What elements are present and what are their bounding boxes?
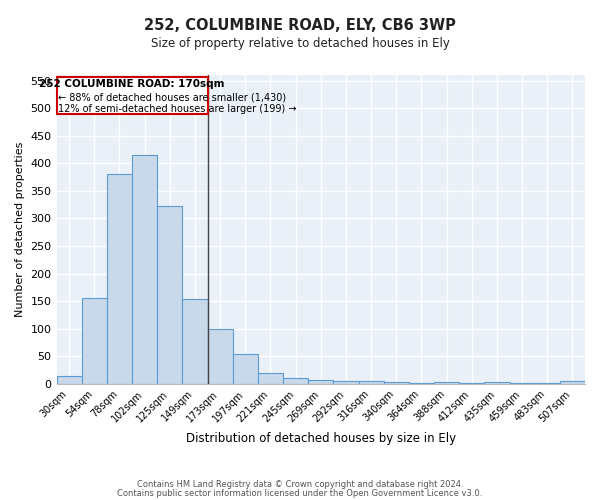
Bar bbox=[334, 381, 359, 384]
Text: Size of property relative to detached houses in Ely: Size of property relative to detached ho… bbox=[151, 38, 449, 51]
Text: Contains public sector information licensed under the Open Government Licence v3: Contains public sector information licen… bbox=[118, 489, 482, 498]
Bar bbox=[308, 380, 334, 384]
Bar bbox=[434, 382, 459, 384]
Bar bbox=[182, 300, 208, 384]
Text: 252, COLUMBINE ROAD, ELY, CB6 3WP: 252, COLUMBINE ROAD, ELY, CB6 3WP bbox=[144, 18, 456, 32]
Bar bbox=[283, 378, 308, 384]
Bar bbox=[157, 206, 182, 384]
Bar bbox=[359, 381, 383, 384]
Y-axis label: Number of detached properties: Number of detached properties bbox=[15, 142, 25, 317]
X-axis label: Distribution of detached houses by size in Ely: Distribution of detached houses by size … bbox=[186, 432, 456, 445]
Bar bbox=[383, 382, 409, 384]
Bar bbox=[233, 354, 258, 384]
Bar bbox=[107, 174, 132, 384]
Bar bbox=[560, 381, 585, 384]
Bar bbox=[208, 328, 233, 384]
Bar bbox=[82, 298, 107, 384]
Bar bbox=[258, 374, 283, 384]
Text: ← 88% of detached houses are smaller (1,430): ← 88% of detached houses are smaller (1,… bbox=[58, 92, 286, 102]
Text: 252 COLUMBINE ROAD: 170sqm: 252 COLUMBINE ROAD: 170sqm bbox=[39, 80, 225, 90]
Bar bbox=[132, 155, 157, 384]
Bar bbox=[484, 382, 509, 384]
FancyBboxPatch shape bbox=[56, 76, 208, 114]
Text: Contains HM Land Registry data © Crown copyright and database right 2024.: Contains HM Land Registry data © Crown c… bbox=[137, 480, 463, 489]
Bar bbox=[56, 376, 82, 384]
Text: 12% of semi-detached houses are larger (199) →: 12% of semi-detached houses are larger (… bbox=[58, 104, 296, 114]
